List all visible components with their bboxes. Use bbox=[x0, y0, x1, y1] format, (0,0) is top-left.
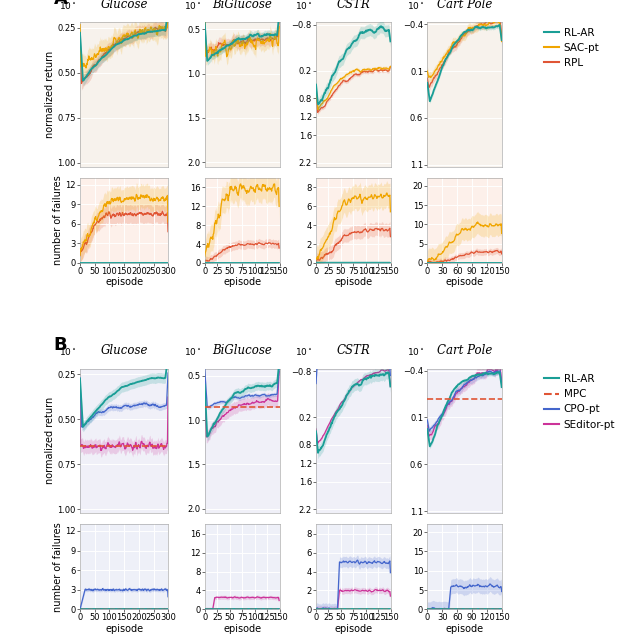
Text: $10^\circ$: $10^\circ$ bbox=[59, 0, 76, 11]
X-axis label: episode: episode bbox=[445, 278, 484, 288]
Y-axis label: normalized return: normalized return bbox=[45, 51, 54, 138]
X-axis label: episode: episode bbox=[105, 624, 143, 634]
X-axis label: episode: episode bbox=[445, 624, 484, 634]
Legend: RL-AR, MPC, CPO-pt, SEditor-pt: RL-AR, MPC, CPO-pt, SEditor-pt bbox=[544, 374, 615, 429]
Text: BiGlucose: BiGlucose bbox=[212, 344, 272, 357]
X-axis label: episode: episode bbox=[223, 278, 261, 288]
Text: $10^\circ$: $10^\circ$ bbox=[295, 346, 313, 357]
Text: $10^\circ$: $10^\circ$ bbox=[406, 0, 424, 11]
Text: Cart Pole: Cart Pole bbox=[437, 344, 492, 357]
Y-axis label: number of failures: number of failures bbox=[52, 522, 63, 612]
X-axis label: episode: episode bbox=[334, 624, 372, 634]
Text: $10^\circ$: $10^\circ$ bbox=[184, 346, 202, 357]
Y-axis label: normalized return: normalized return bbox=[45, 397, 54, 484]
Text: $10^\circ$: $10^\circ$ bbox=[59, 346, 76, 357]
Text: A: A bbox=[54, 0, 67, 8]
Text: $10^\circ$: $10^\circ$ bbox=[406, 346, 424, 357]
Text: B: B bbox=[54, 336, 67, 354]
Legend: RL-AR, SAC-pt, RPL: RL-AR, SAC-pt, RPL bbox=[544, 27, 599, 68]
X-axis label: episode: episode bbox=[223, 624, 261, 634]
Text: CSTR: CSTR bbox=[337, 0, 371, 11]
X-axis label: episode: episode bbox=[105, 278, 143, 288]
X-axis label: episode: episode bbox=[334, 278, 372, 288]
Text: CSTR: CSTR bbox=[337, 344, 371, 357]
Text: BiGlucose: BiGlucose bbox=[212, 0, 272, 11]
Text: Glucose: Glucose bbox=[100, 0, 148, 11]
Text: $10^\circ$: $10^\circ$ bbox=[184, 0, 202, 11]
Text: Cart Pole: Cart Pole bbox=[437, 0, 492, 11]
Y-axis label: number of failures: number of failures bbox=[52, 175, 63, 265]
Text: $10^\circ$: $10^\circ$ bbox=[295, 0, 313, 11]
Text: Glucose: Glucose bbox=[100, 344, 148, 357]
